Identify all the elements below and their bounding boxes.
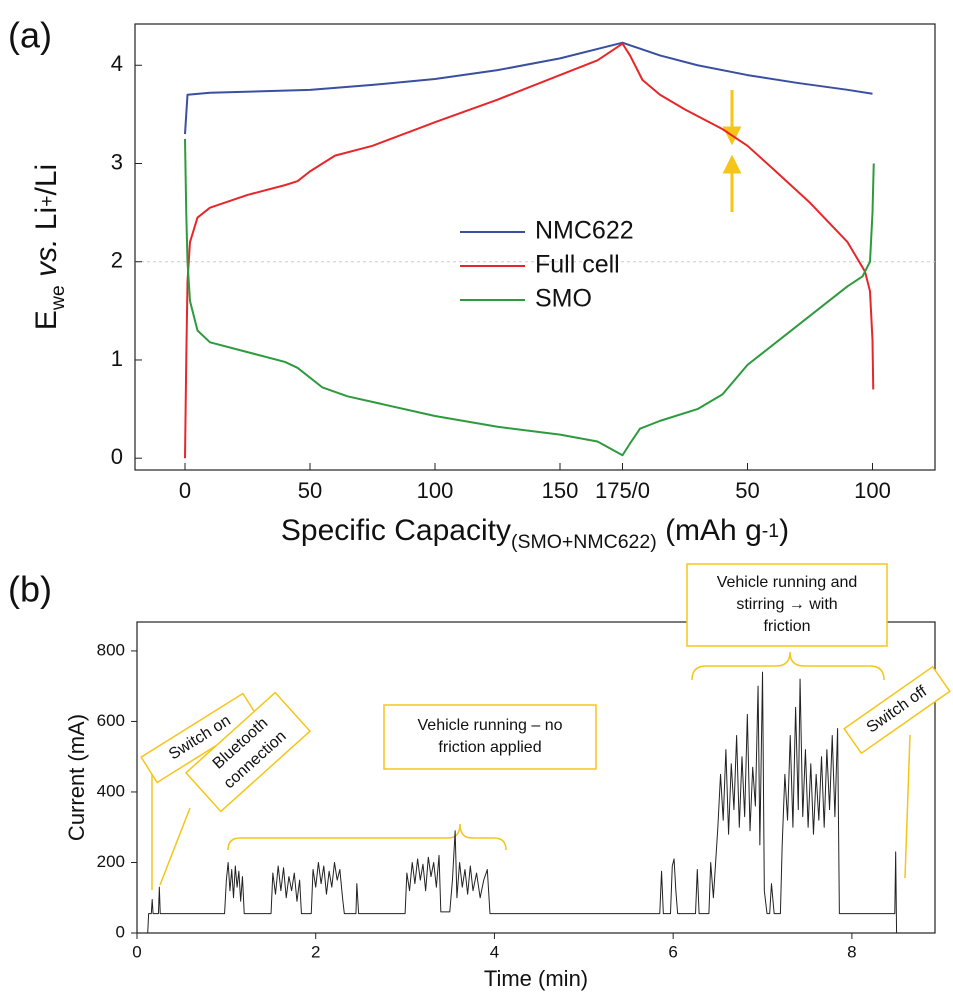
annotation: Vehicle running and stirring → with fricti…: [686, 563, 888, 647]
y-tick-label: 1: [111, 346, 123, 371]
legend-label: Full cell: [535, 251, 620, 279]
y-tick-label: 800: [97, 640, 125, 659]
x-tick-label: 2: [311, 942, 320, 961]
annotation: Vehicle running – no friction applied: [383, 704, 597, 770]
x-tick-label: 50: [735, 478, 759, 503]
y-tick-label: 0: [116, 922, 125, 941]
axis-label: Ewe vs. Li+/Li: [30, 164, 69, 330]
y-tick-label: 400: [97, 781, 125, 800]
label-part: /Li: [30, 164, 63, 196]
label-part: -1: [762, 520, 779, 542]
x-tick-label: 150: [542, 478, 579, 503]
label-part: (mAh g: [657, 514, 762, 547]
annotation: Switch off: [843, 665, 951, 755]
arrows: [722, 90, 742, 212]
label-part: vs.: [30, 239, 63, 286]
x-tick-label: 0: [179, 478, 191, 503]
axis-label: Specific Capacity(SMO+NMC622) (mAh g-1): [281, 514, 789, 553]
label-part: we: [47, 285, 69, 311]
label-part: Specific Capacity: [281, 514, 511, 547]
data-line: [184, 138, 875, 457]
data-line: [147, 671, 898, 934]
x-tick-label: 4: [490, 942, 499, 961]
braces: [151, 651, 911, 890]
annotation-box: [843, 665, 951, 755]
panel-label: (b): [8, 569, 52, 610]
annotation-box: [383, 704, 597, 770]
annotation-text: friction applied: [438, 739, 541, 756]
y-tick-label: 2: [111, 248, 123, 273]
legend-label: NMC622: [535, 217, 634, 245]
arrow-head: [722, 154, 742, 174]
x-tick-label: 8: [847, 942, 856, 961]
plot-frame: [136, 621, 936, 934]
data-line: [184, 42, 875, 459]
x-tick-label: 0: [132, 942, 141, 961]
label-part: ): [779, 514, 789, 547]
y-tick-label: 0: [111, 444, 123, 469]
leader-line: [159, 807, 191, 886]
x-tick-label: 100: [854, 478, 891, 503]
y-tick-label: 200: [97, 852, 125, 871]
label-part: Li: [30, 207, 63, 239]
legend-label: SMO: [535, 285, 592, 313]
annotation-text: friction: [763, 618, 810, 635]
brace: [691, 651, 885, 681]
y-tick-label: 600: [97, 711, 125, 730]
annotation-text: Vehicle running and: [717, 574, 858, 591]
x-tick-label: 100: [417, 478, 454, 503]
y-tick-label: 4: [111, 51, 123, 76]
axis-label: Current (mA): [64, 714, 89, 841]
x-tick-label: 175/0: [595, 478, 650, 503]
x-tick-label: 6: [668, 942, 677, 961]
label-part: (SMO+NMC622): [511, 531, 657, 553]
annotation-text: stirring → with: [736, 596, 837, 613]
annotation-box: [140, 692, 260, 784]
label-part: +: [36, 195, 58, 206]
label-part: Time (min): [484, 966, 588, 991]
data-line: [184, 41, 873, 135]
brace: [227, 823, 507, 851]
x-tick-label: 50: [298, 478, 322, 503]
y-tick-label: 3: [111, 149, 123, 174]
annotation-text: Vehicle running – no: [418, 717, 563, 734]
panel-label: (a): [8, 15, 52, 56]
annotation-box: [184, 691, 312, 813]
label-part: Current (mA): [64, 714, 89, 841]
annotation-box: [686, 563, 888, 647]
leader-line: [904, 734, 911, 879]
axis-label: Time (min): [484, 966, 588, 991]
plot-frame: [134, 23, 936, 471]
label-part: E: [30, 310, 63, 330]
